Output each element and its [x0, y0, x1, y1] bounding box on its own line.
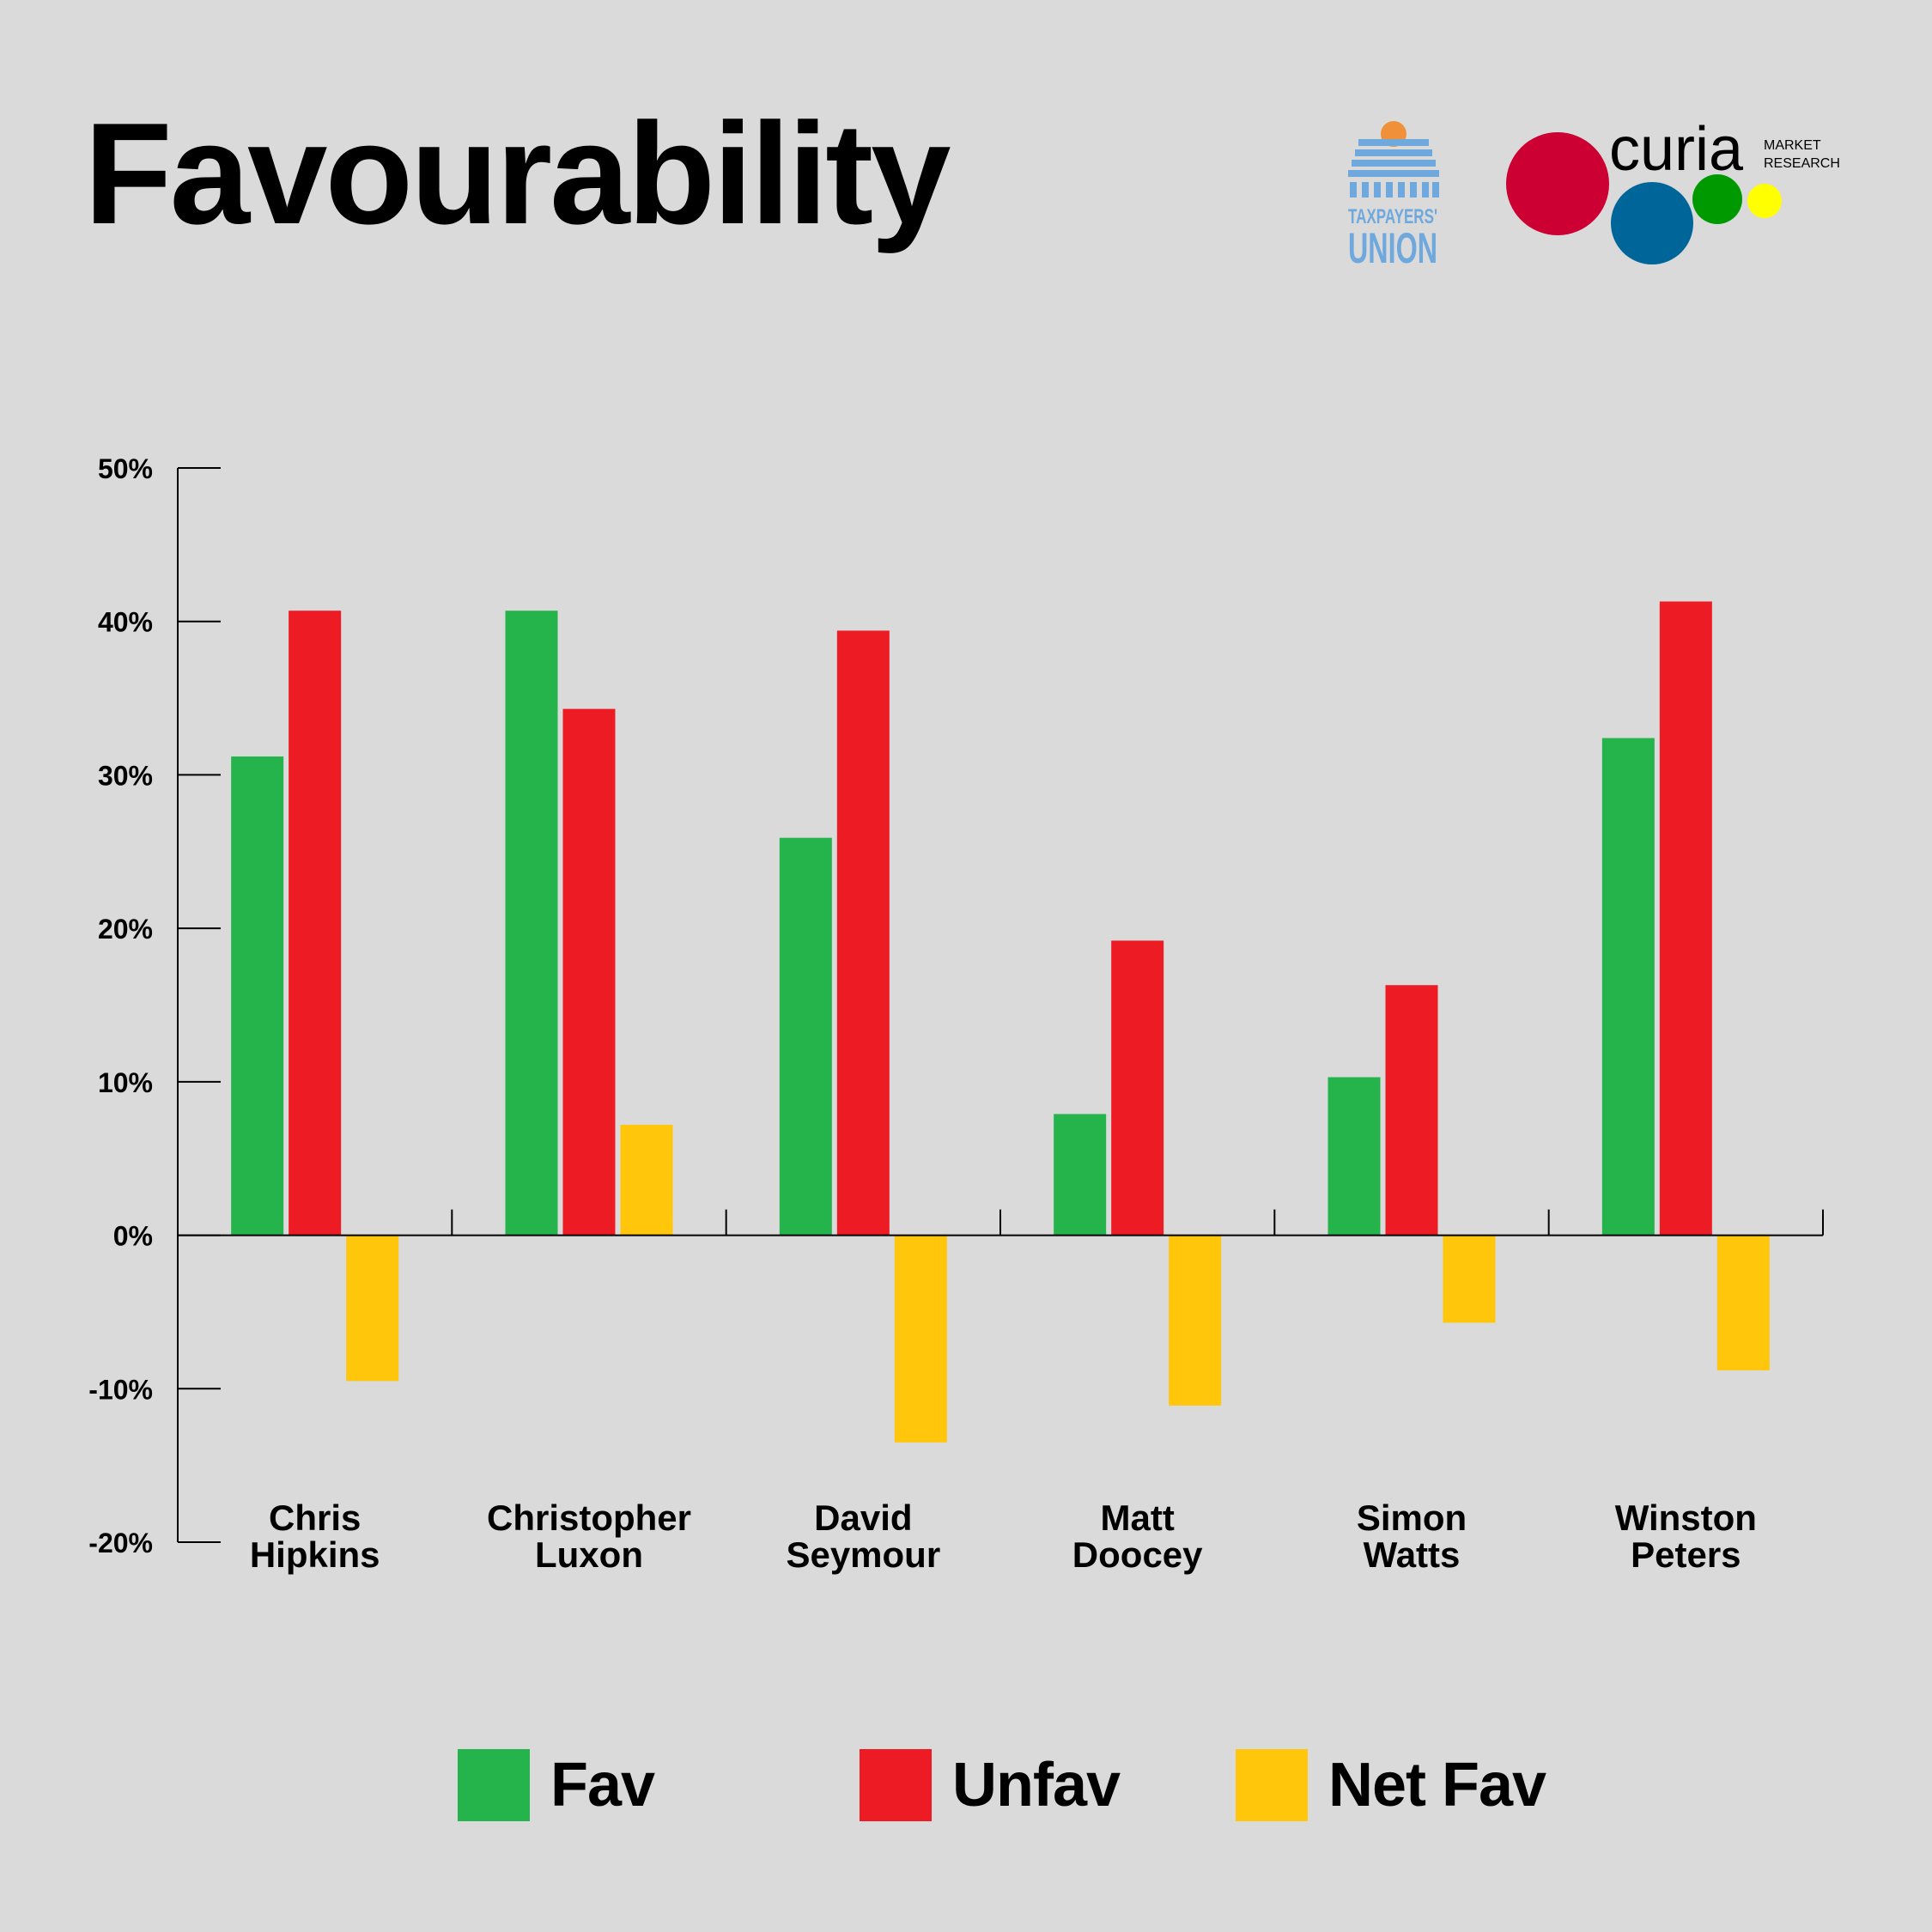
curia-sub1: MARKET — [1764, 138, 1821, 153]
category-label: Hipkins — [250, 1534, 380, 1575]
curia-blue-dot — [1611, 182, 1693, 264]
bar-unfav — [289, 611, 342, 1236]
curia-yellow-dot — [1747, 184, 1782, 218]
y-tick-label: 30% — [98, 760, 153, 791]
y-tick-label: -10% — [88, 1374, 153, 1405]
bar-fav — [1054, 1114, 1107, 1236]
bar-fav — [505, 611, 558, 1236]
bar-fav — [1327, 1077, 1381, 1236]
bar-unfav — [1385, 985, 1438, 1236]
bar-fav — [231, 756, 284, 1236]
category-label: Christopher — [487, 1498, 691, 1538]
chart-title: Favourability — [84, 93, 951, 254]
curia-word: curia — [1609, 120, 1744, 184]
curia-logo: curia MARKET RESEARCH — [1506, 120, 1840, 264]
y-tick-label: 10% — [98, 1067, 153, 1098]
bar-unfav — [1659, 601, 1712, 1236]
category-label: David — [814, 1498, 912, 1538]
bar-fav — [779, 837, 832, 1236]
category-label: Simon — [1357, 1498, 1467, 1538]
taxpayers-union-logo: TAXPAYERS' UNION — [1348, 121, 1439, 270]
bar-fav — [1601, 738, 1655, 1236]
bar-net-fav — [346, 1235, 399, 1382]
category-label: Seymour — [786, 1534, 940, 1575]
legend-label-fav: Fav — [550, 1751, 655, 1820]
bar-net-fav — [894, 1235, 947, 1443]
y-tick-label: 20% — [98, 914, 153, 945]
bar-unfav — [1111, 940, 1164, 1236]
curia-red-dot — [1506, 132, 1609, 235]
y-tick-label: 40% — [98, 607, 153, 638]
bar-net-fav — [1443, 1235, 1496, 1323]
legend-swatch-net-fav — [1236, 1749, 1308, 1821]
legend-swatch-fav — [458, 1749, 530, 1821]
category-label: Peters — [1631, 1534, 1741, 1575]
legend-item-fav: Fav — [458, 1748, 655, 1822]
curia-green-dot — [1692, 174, 1742, 224]
curia-sub2: RESEARCH — [1764, 156, 1840, 171]
y-tick-label: 0% — [113, 1221, 153, 1252]
category-label: Chris — [269, 1498, 361, 1538]
taxpayers-line1: TAXPAYERS' — [1348, 205, 1437, 228]
category-label: Matt — [1101, 1498, 1175, 1538]
bar-net-fav — [620, 1124, 673, 1236]
y-tick-label: -20% — [88, 1528, 153, 1558]
bar-net-fav — [1169, 1235, 1222, 1406]
legend-label-net-fav: Net Fav — [1328, 1751, 1546, 1820]
taxpayers-line2: UNION — [1348, 224, 1437, 270]
legend: Fav Unfav Net Fav — [0, 1748, 1932, 1822]
bar-net-fav — [1716, 1235, 1770, 1370]
legend-swatch-unfav — [860, 1749, 932, 1821]
legend-item-net-fav: Net Fav — [1236, 1748, 1546, 1822]
category-label: Winston — [1615, 1498, 1757, 1538]
category-label: Luxon — [535, 1534, 643, 1575]
y-tick-label: 50% — [98, 453, 153, 484]
category-label: Doocey — [1072, 1534, 1203, 1575]
bar-unfav — [562, 708, 616, 1236]
bar-unfav — [836, 630, 890, 1236]
legend-label-unfav: Unfav — [952, 1751, 1121, 1820]
legend-item-unfav: Unfav — [860, 1748, 1121, 1822]
category-label: Watts — [1364, 1534, 1461, 1575]
